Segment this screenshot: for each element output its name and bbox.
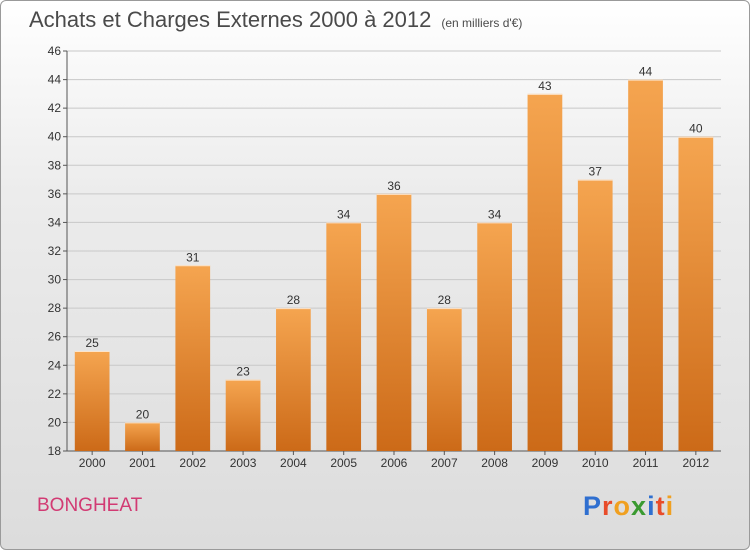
y-tick-label: 24 (48, 358, 62, 372)
logo-letter: P (583, 491, 603, 521)
data-label: 36 (387, 179, 401, 193)
x-tick-label: 2001 (129, 456, 156, 470)
x-tick-label: 2011 (633, 456, 659, 470)
y-tick-label: 34 (48, 215, 62, 229)
y-tick-label: 22 (48, 387, 62, 401)
data-label: 28 (438, 293, 452, 307)
x-tick-label: 2006 (381, 456, 408, 470)
y-tick-label: 18 (48, 444, 62, 458)
x-tick-label: 2004 (280, 456, 307, 470)
data-label: 20 (136, 407, 150, 421)
data-label: 43 (538, 79, 552, 93)
x-tick-label: 2005 (330, 456, 357, 470)
y-tick-label: 46 (48, 44, 62, 58)
data-label: 37 (589, 165, 603, 179)
x-tick-label: 2007 (431, 456, 458, 470)
y-tick-label: 32 (48, 244, 62, 258)
proxiti-logo[interactable]: Proxiti (583, 491, 674, 522)
bar (125, 422, 160, 451)
y-tick-label: 38 (48, 158, 62, 172)
x-tick-label: 2010 (582, 456, 609, 470)
data-labels: 25 20 31 23 28 34 36 28 34 43 37 44 40 (85, 65, 702, 422)
bar (628, 79, 663, 452)
chart-title: Achats et Charges Externes 2000 à 2012 (e… (29, 7, 522, 33)
y-tick-label: 26 (48, 330, 62, 344)
x-tick-label: 2012 (682, 456, 709, 470)
bar (426, 308, 462, 451)
y-tick-label: 42 (48, 101, 62, 115)
place-name: BONGHEAT (37, 495, 143, 516)
logo-letter: o (613, 491, 632, 521)
logo-letter: r (602, 491, 614, 521)
bar (225, 379, 261, 451)
y-tick-label: 40 (48, 130, 62, 144)
y-tick-label: 36 (48, 187, 62, 201)
bar (376, 193, 412, 451)
bars (74, 79, 714, 452)
x-tick-label: 2000 (79, 456, 106, 470)
bar (477, 222, 512, 451)
bar (276, 308, 311, 451)
logo-letter: x (631, 491, 648, 521)
bar (326, 222, 362, 451)
data-label: 23 (236, 365, 250, 379)
data-label: 28 (287, 293, 301, 307)
data-label: 31 (186, 250, 200, 264)
bar (577, 179, 613, 452)
chart-subtitle: (en milliers d'€) (441, 16, 523, 30)
y-tick-label: 30 (48, 273, 62, 287)
chart-title-text: Achats et Charges Externes 2000 à 2012 (29, 7, 432, 32)
data-label: 44 (639, 65, 653, 79)
bar (74, 351, 110, 451)
x-tick-label: 2008 (481, 456, 508, 470)
data-label: 40 (689, 122, 703, 136)
x-tick-label: 2003 (230, 456, 257, 470)
bar (527, 93, 563, 451)
data-label: 34 (488, 207, 502, 221)
bar (175, 265, 211, 451)
data-label: 34 (337, 207, 351, 221)
data-label: 25 (85, 336, 99, 350)
y-tick-label: 20 (48, 415, 62, 429)
x-tick-label: 2009 (532, 456, 559, 470)
logo-letter: i (647, 491, 656, 521)
y-tick-label: 28 (48, 301, 62, 315)
bar (678, 136, 714, 451)
y-tick-label: 44 (48, 73, 62, 87)
logo-letter: i (665, 491, 675, 521)
logo-letter: t (655, 491, 666, 521)
x-tick-label: 2002 (179, 456, 206, 470)
